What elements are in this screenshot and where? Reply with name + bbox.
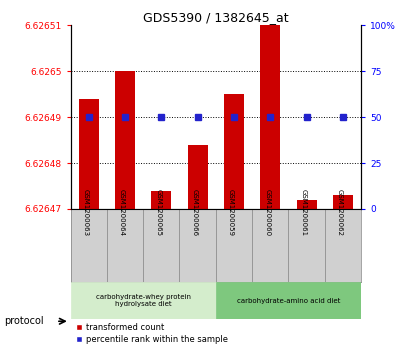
Title: GDS5390 / 1382645_at: GDS5390 / 1382645_at — [143, 11, 288, 24]
Text: carbohydrate-amino acid diet: carbohydrate-amino acid diet — [237, 298, 340, 304]
Bar — [115, 71, 135, 209]
Text: GSM1200064: GSM1200064 — [119, 189, 125, 236]
Text: GSM1200063: GSM1200063 — [83, 189, 89, 236]
Text: GSM1200062: GSM1200062 — [337, 189, 343, 236]
Text: GSM1200059: GSM1200059 — [228, 189, 234, 236]
Bar — [188, 145, 208, 209]
Bar — [224, 94, 244, 209]
Text: GSM1200061: GSM1200061 — [300, 189, 307, 236]
Text: carbohydrate-whey protein
hydrolysate diet: carbohydrate-whey protein hydrolysate di… — [96, 294, 190, 307]
Text: GSM1200065: GSM1200065 — [155, 189, 161, 236]
Bar — [297, 200, 317, 209]
Bar — [151, 191, 171, 209]
Bar — [260, 0, 280, 209]
Legend: transformed count, percentile rank within the sample: transformed count, percentile rank withi… — [75, 323, 228, 344]
Bar — [333, 195, 353, 209]
Text: GSM1200060: GSM1200060 — [264, 189, 270, 236]
Bar — [71, 282, 216, 319]
Bar — [216, 282, 361, 319]
Bar — [79, 99, 99, 209]
Text: GSM1200066: GSM1200066 — [192, 189, 198, 236]
Text: protocol: protocol — [4, 316, 44, 326]
